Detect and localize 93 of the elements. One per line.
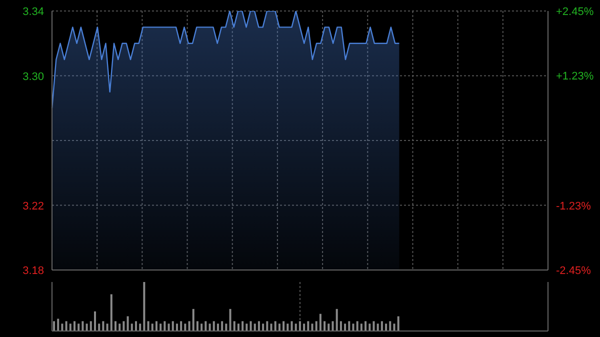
bar — [303, 324, 306, 331]
bar — [143, 282, 146, 331]
bar — [278, 324, 280, 331]
y-tick-label: 3.22 — [22, 200, 44, 212]
bar — [389, 321, 392, 331]
y-tick-label: 3.30 — [22, 70, 44, 83]
bar — [151, 324, 154, 331]
bar — [282, 321, 285, 331]
bar — [204, 321, 207, 331]
bar — [180, 321, 182, 331]
bar — [164, 321, 166, 331]
bar — [324, 321, 326, 331]
bar — [221, 321, 224, 331]
bar — [155, 321, 158, 331]
bar — [160, 324, 162, 331]
bar — [65, 321, 68, 331]
bar — [61, 324, 64, 331]
bar — [200, 324, 203, 331]
bar — [94, 311, 96, 331]
y2-tick-label: +1.23% — [556, 70, 594, 82]
bar — [298, 321, 301, 331]
bar — [262, 324, 264, 331]
bar — [380, 321, 383, 331]
y2-tick-label: +2.45% — [556, 6, 594, 18]
bar — [229, 308, 232, 331]
bar — [118, 324, 121, 331]
bar — [254, 324, 256, 331]
bar — [294, 324, 297, 331]
bar — [110, 294, 112, 331]
bar — [319, 314, 322, 331]
bar — [176, 324, 178, 331]
bar — [102, 321, 104, 331]
bar — [196, 321, 198, 331]
bar — [385, 324, 388, 331]
bar — [266, 321, 268, 331]
bar — [274, 321, 276, 331]
bar — [208, 324, 211, 331]
bar — [90, 321, 92, 331]
bar — [216, 324, 219, 331]
bar — [250, 321, 252, 331]
bar — [139, 324, 142, 331]
bar — [270, 324, 272, 331]
bar — [130, 324, 133, 331]
bar — [340, 321, 342, 331]
bar — [364, 321, 367, 331]
bar — [332, 321, 334, 331]
bar — [106, 324, 108, 331]
bar — [311, 324, 314, 331]
y2-tick-label: -2.45% — [556, 265, 592, 277]
bar — [344, 324, 346, 331]
bar — [242, 321, 244, 331]
bar — [336, 308, 338, 331]
bar — [57, 318, 60, 331]
bar — [348, 321, 350, 331]
bar — [376, 324, 379, 331]
bar — [122, 321, 125, 331]
bar — [290, 321, 293, 331]
bar — [147, 321, 150, 331]
bar — [82, 321, 84, 331]
bar — [315, 321, 318, 331]
bar — [184, 324, 186, 331]
bar — [352, 324, 354, 331]
bar — [192, 308, 194, 331]
bar — [233, 321, 236, 331]
bar — [225, 324, 228, 331]
bar — [78, 324, 80, 331]
bar — [114, 321, 116, 331]
bar — [73, 321, 76, 331]
y2-tick-label: -1.23% — [556, 200, 592, 213]
bar — [356, 321, 358, 331]
bar — [246, 324, 248, 331]
bar — [286, 324, 289, 331]
bar — [372, 321, 375, 331]
bar — [307, 321, 310, 331]
bar — [134, 321, 137, 331]
bar — [98, 324, 100, 331]
bar — [86, 324, 88, 331]
bar — [69, 324, 72, 331]
bar — [126, 316, 129, 331]
bar — [368, 324, 371, 331]
bar — [360, 324, 362, 331]
bar — [53, 321, 55, 331]
bar — [258, 321, 260, 331]
y-tick-label: 3.34 — [22, 6, 44, 18]
bar — [212, 321, 215, 331]
bar — [393, 324, 396, 331]
bar — [328, 324, 330, 331]
bar — [397, 316, 400, 331]
bar — [168, 324, 170, 331]
bar — [188, 321, 190, 331]
bar — [172, 321, 174, 331]
y-tick-label: 3.18 — [22, 265, 44, 277]
bar — [237, 324, 240, 331]
